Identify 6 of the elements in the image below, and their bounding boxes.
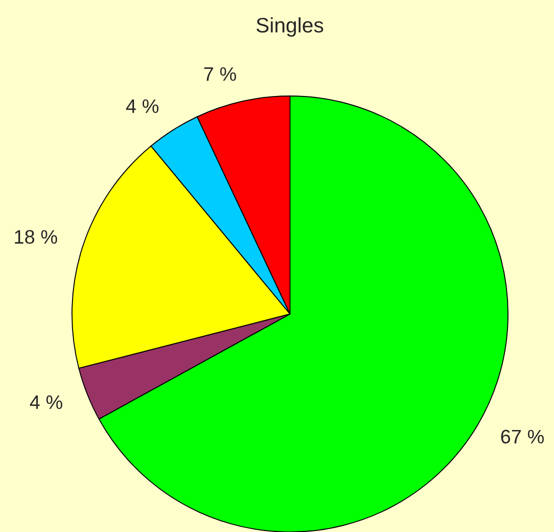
chart-title: Singles <box>256 17 324 37</box>
data-label: 4 % <box>30 395 62 410</box>
data-label: 7 % <box>204 67 236 81</box>
data-label: 18 % <box>14 230 58 244</box>
data-label: 67 % <box>501 430 544 444</box>
data-label: 4 % <box>126 99 158 113</box>
